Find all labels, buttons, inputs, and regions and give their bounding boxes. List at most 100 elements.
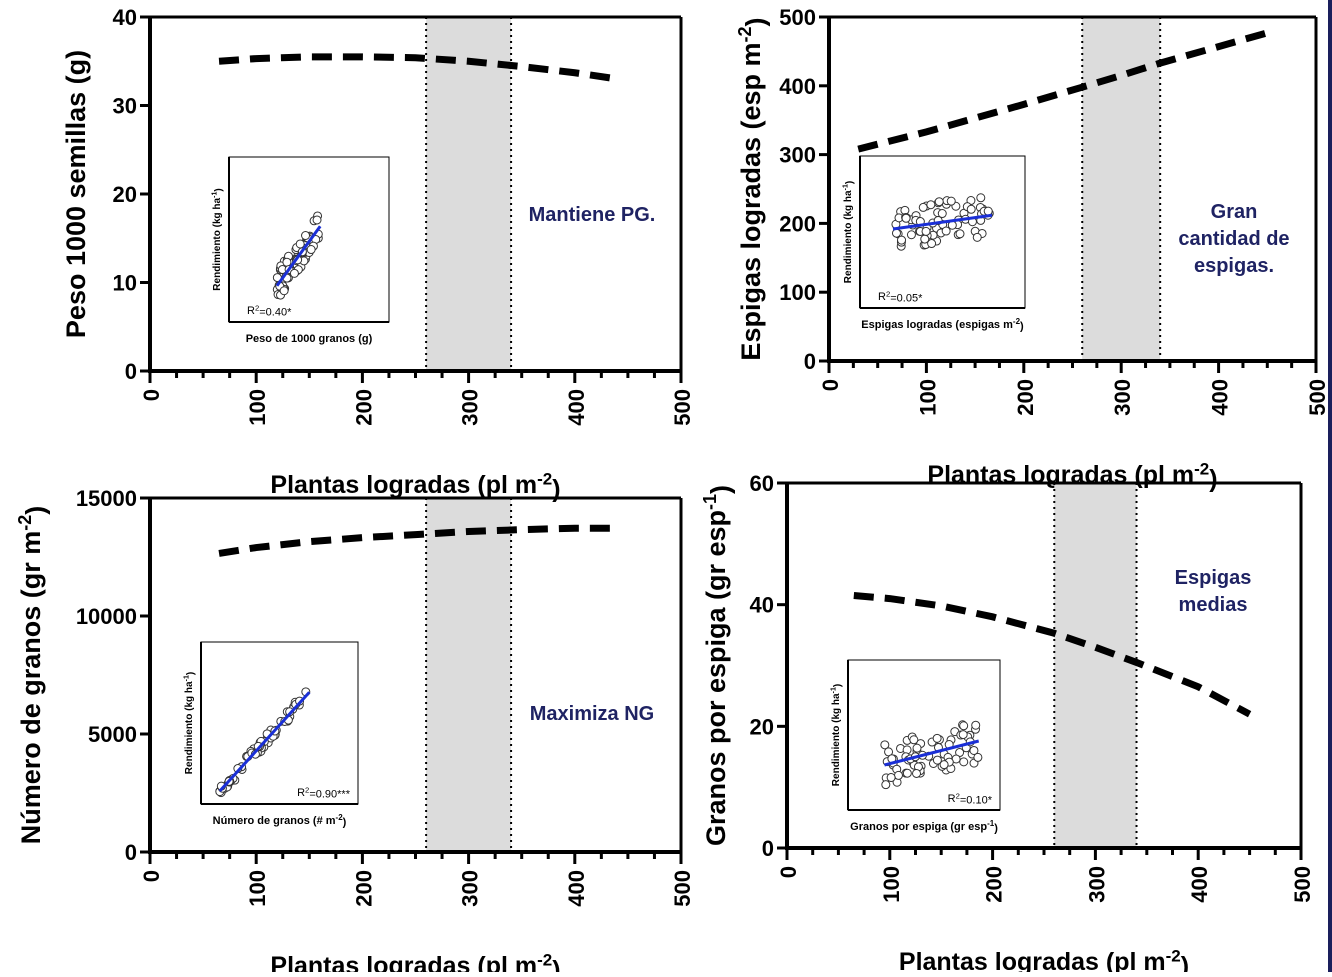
x-tick-label: 500: [670, 870, 695, 907]
inset-point: [932, 755, 942, 765]
inset-point: [301, 231, 311, 241]
inset-point: [973, 752, 983, 762]
x-tick-label: 400: [564, 870, 589, 907]
inset-y-title: Rendimiento (kg ha-1): [831, 684, 844, 786]
x-tick-label: 500: [670, 389, 695, 426]
x-tick-label: 0: [776, 866, 801, 878]
series-line: [857, 29, 1269, 153]
inset-point: [279, 286, 289, 296]
inset-point: [959, 721, 969, 731]
y-tick-label: 0: [125, 359, 137, 384]
annotation-text: medias: [1179, 594, 1248, 616]
inset-point: [955, 229, 965, 239]
y-axis-title: Espigas logradas (esp m-2): [735, 17, 771, 360]
x-tick-label: 200: [351, 870, 376, 907]
y-tick-label: 200: [779, 211, 816, 236]
chart-panel-4: 0 100 200 300 400 500 0 20 40 60 Plantas logradas …: [700, 471, 1315, 977]
inset-point: [906, 230, 916, 240]
inset-point: [932, 733, 942, 743]
y-tick-label: 300: [779, 143, 816, 168]
y-tick-label: 0: [762, 836, 774, 861]
y-tick-label: 5000: [88, 722, 137, 747]
x-tick-label: 200: [982, 866, 1007, 903]
y-tick-label: 0: [125, 840, 137, 865]
shaded-region: [1054, 483, 1137, 848]
inset-fit-line: [218, 691, 311, 793]
x-tick-label: 300: [1084, 866, 1109, 903]
x-tick-label: 100: [915, 379, 940, 416]
inset-point: [306, 245, 316, 255]
y-axis-title: Peso 1000 semillas (g): [61, 50, 91, 338]
inset-point: [971, 720, 981, 730]
shaded-region: [426, 17, 512, 371]
y-axis-title: Granos por espiga (gr esp-1): [700, 485, 736, 846]
inset-point: [934, 197, 944, 207]
inset-point: [946, 196, 956, 206]
inset-point: [901, 213, 911, 223]
y-tick-label: 40: [113, 5, 137, 30]
series-line: [853, 592, 1252, 718]
inset-point: [958, 730, 968, 740]
x-axis-title: Plantas logradas (pl m-2): [899, 947, 1189, 973]
y-tick-label: 60: [750, 471, 774, 496]
inset-point: [912, 743, 922, 753]
series-line: [218, 53, 618, 83]
annotation-text: Espigas: [1175, 567, 1252, 589]
inset-r2-label: R2=0.90***: [297, 786, 351, 801]
y-tick-label: 40: [750, 593, 774, 618]
inset-point: [939, 760, 949, 770]
inset-point: [921, 226, 931, 236]
inset-r2-label: R2=0.40*: [247, 304, 292, 319]
inset-point: [909, 735, 919, 745]
series-line: [218, 524, 618, 557]
x-tick-label: 500: [1290, 866, 1315, 903]
inset-y-title: Rendimiento (kg ha-1): [184, 672, 197, 774]
x-tick-label: 300: [458, 870, 483, 907]
inset-fit-line: [892, 213, 993, 231]
y-tick-label: 500: [779, 5, 816, 30]
inset-x-title: Peso de 1000 granos (g): [246, 333, 373, 345]
x-tick-label: 400: [1187, 866, 1212, 903]
inset-point: [918, 202, 928, 212]
y-tick-label: 20: [750, 714, 774, 739]
x-tick-label: 0: [818, 379, 843, 391]
inset-point: [893, 770, 903, 780]
x-tick-label: 100: [879, 866, 904, 903]
y-tick-label: 10: [113, 271, 137, 296]
inset-x-title: Número de granos (# m-2): [213, 813, 347, 829]
y-tick-label: 20: [113, 182, 137, 207]
annotation-text: Gran: [1211, 201, 1258, 223]
y-tick-label: 100: [779, 280, 816, 305]
inset-point: [912, 768, 922, 778]
inset-point: [902, 768, 912, 778]
inset-point: [312, 215, 322, 225]
chart-panel-2: 0 100 200 300 400 5000100200300400500Plantas …: [735, 5, 1330, 493]
inset-point: [959, 757, 969, 767]
annotation-text: Mantiene PG.: [529, 204, 656, 226]
annotation-text: cantidad de: [1178, 228, 1289, 250]
inset-r2-label: R2=0.05*: [878, 290, 923, 305]
inset-point: [927, 239, 937, 249]
inset-point: [972, 232, 982, 242]
inset-point: [941, 226, 951, 236]
inset-fit-line: [275, 225, 322, 287]
inset-point: [969, 745, 979, 755]
inset-point: [937, 209, 947, 219]
x-tick-label: 300: [458, 389, 483, 426]
inset-point: [881, 780, 891, 790]
x-tick-label: 100: [245, 389, 270, 426]
inset-x-title: Espigas logradas (espigas m-2): [861, 317, 1024, 333]
annotation-text: Maximiza NG: [530, 703, 654, 725]
y-tick-label: 15000: [76, 486, 137, 511]
y-tick-label: 10000: [76, 604, 137, 629]
inset-point: [289, 268, 299, 278]
x-tick-label: 400: [1208, 379, 1233, 416]
y-tick-label: 0: [804, 349, 816, 374]
inset-point: [976, 193, 986, 203]
y-axis-title: Número de granos (gr m-2): [15, 506, 51, 845]
inset-point: [880, 740, 890, 750]
inset-y-title: Rendimiento (kg ha-1): [843, 181, 856, 283]
